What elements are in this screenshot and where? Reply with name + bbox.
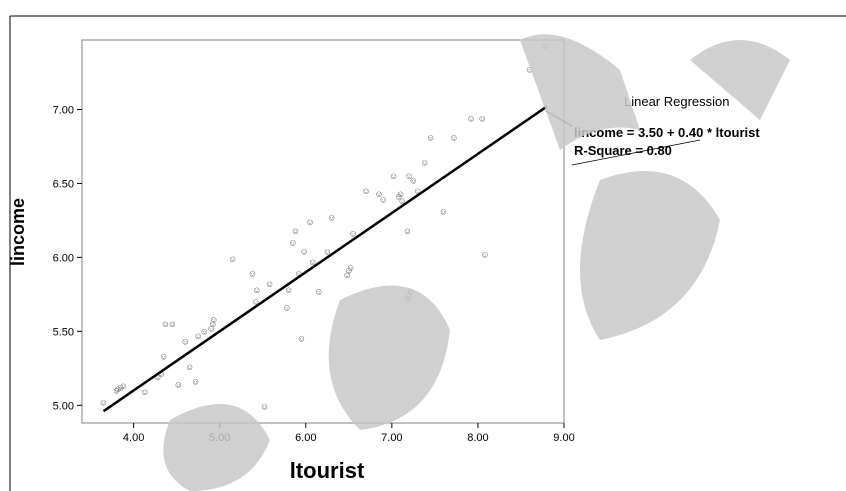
watermark (163, 34, 790, 491)
data-point: ☺ (284, 285, 293, 295)
data-point: ☺ (251, 297, 260, 307)
y-axis-ticks: 5.00 5.50 6.00 6.50 7.00 (53, 105, 82, 412)
data-point: ☺ (299, 246, 308, 256)
data-point: ☺ (525, 65, 534, 75)
data-point: ☺ (112, 385, 121, 395)
data-point: ☺ (398, 196, 407, 206)
data-point: ☺ (260, 402, 269, 412)
data-point: ☺ (116, 383, 125, 393)
data-point: ☺ (409, 175, 418, 185)
y-tick-label: 6.00 (53, 252, 74, 264)
data-point: ☺ (379, 195, 388, 205)
data-point: ☺ (394, 192, 403, 202)
data-point: ☺ (466, 113, 475, 123)
data-point: ☺ (157, 369, 166, 379)
data-point: ☺ (265, 279, 274, 289)
data-point: ☺ (323, 246, 332, 256)
data-point: ☺ (389, 171, 398, 181)
x-tick-label: 7.00 (381, 432, 402, 444)
data-point: ☺ (404, 171, 413, 181)
data-point: ☺ (161, 319, 170, 329)
y-tick-label: 7.00 (53, 105, 74, 117)
data-point: ☺ (342, 270, 351, 280)
data-point: ☺ (426, 133, 435, 143)
data-point: ☺ (207, 323, 216, 333)
data-point: ☺ (374, 189, 383, 199)
data-point: ☺ (174, 380, 183, 390)
data-point: ☺ (200, 326, 209, 336)
data-point: ☺ (327, 212, 336, 222)
data-point: ☺ (305, 217, 314, 227)
data-points: ☺☺☺☺☺☺☺☺☺☺☺☺☺☺☺☺☺☺☺☺☺☺☺☺☺☺☺☺☺☺☺☺☺☺☺☺☺☺☺☺… (99, 41, 550, 412)
data-point: ☺ (248, 269, 257, 279)
data-point: ☺ (168, 319, 177, 329)
data-point: ☺ (191, 377, 200, 387)
y-tick-label: 6.50 (53, 178, 74, 190)
regression-line (102, 105, 548, 413)
data-point: ☺ (194, 331, 203, 341)
data-point: ☺ (159, 351, 168, 361)
plot-area (81, 39, 565, 424)
regression-line-group (102, 105, 548, 413)
x-axis-title: ltourist (290, 458, 365, 483)
data-point: ☺ (314, 286, 323, 296)
annotation-equation: lincome = 3.50 + 0.40 * ltourist (574, 125, 760, 140)
data-point: ☺ (288, 238, 297, 248)
annotation-leader-bottom (571, 139, 701, 166)
data-point: ☺ (346, 263, 355, 273)
data-point: ☺ (308, 257, 317, 267)
data-point: ☺ (99, 397, 108, 407)
data-point: ☺ (403, 226, 412, 236)
data-point: ☺ (153, 372, 162, 382)
y-axis-title: lincome (8, 198, 28, 266)
data-point: ☺ (361, 186, 370, 196)
data-point: ☺ (291, 226, 300, 236)
data-point: ☺ (181, 337, 190, 347)
data-point: ☺ (185, 362, 194, 372)
annotation-r-square: R-Square = 0.80 (574, 143, 672, 158)
data-point: ☺ (349, 229, 358, 239)
data-point: ☺ (114, 384, 123, 394)
data-point: ☺ (480, 249, 489, 259)
data-point: ☺ (119, 381, 128, 391)
data-point: ☺ (294, 269, 303, 279)
y-tick-label: 5.50 (53, 326, 74, 338)
data-point: ☺ (297, 334, 306, 344)
data-point: ☺ (478, 113, 487, 123)
data-point: ☺ (439, 207, 448, 217)
data-point: ☺ (344, 266, 353, 276)
x-tick-label: 6.00 (295, 432, 316, 444)
data-point: ☺ (209, 314, 218, 324)
y-tick-label: 5.00 (53, 400, 74, 412)
annotation-heading: Linear Regression (624, 94, 730, 109)
data-point: ☺ (208, 319, 217, 329)
data-point: ☺ (413, 186, 422, 196)
data-point: ☺ (282, 303, 291, 313)
data-point: ☺ (228, 254, 237, 264)
x-tick-label: 4.00 (123, 432, 144, 444)
data-point: ☺ (396, 189, 405, 199)
data-point: ☺ (252, 285, 261, 295)
x-tick-label: 8.00 (467, 432, 488, 444)
data-point: ☺ (449, 133, 458, 143)
x-tick-label: 9.00 (553, 432, 574, 444)
data-point: ☺ (420, 158, 429, 168)
data-point: ☺ (140, 387, 149, 397)
